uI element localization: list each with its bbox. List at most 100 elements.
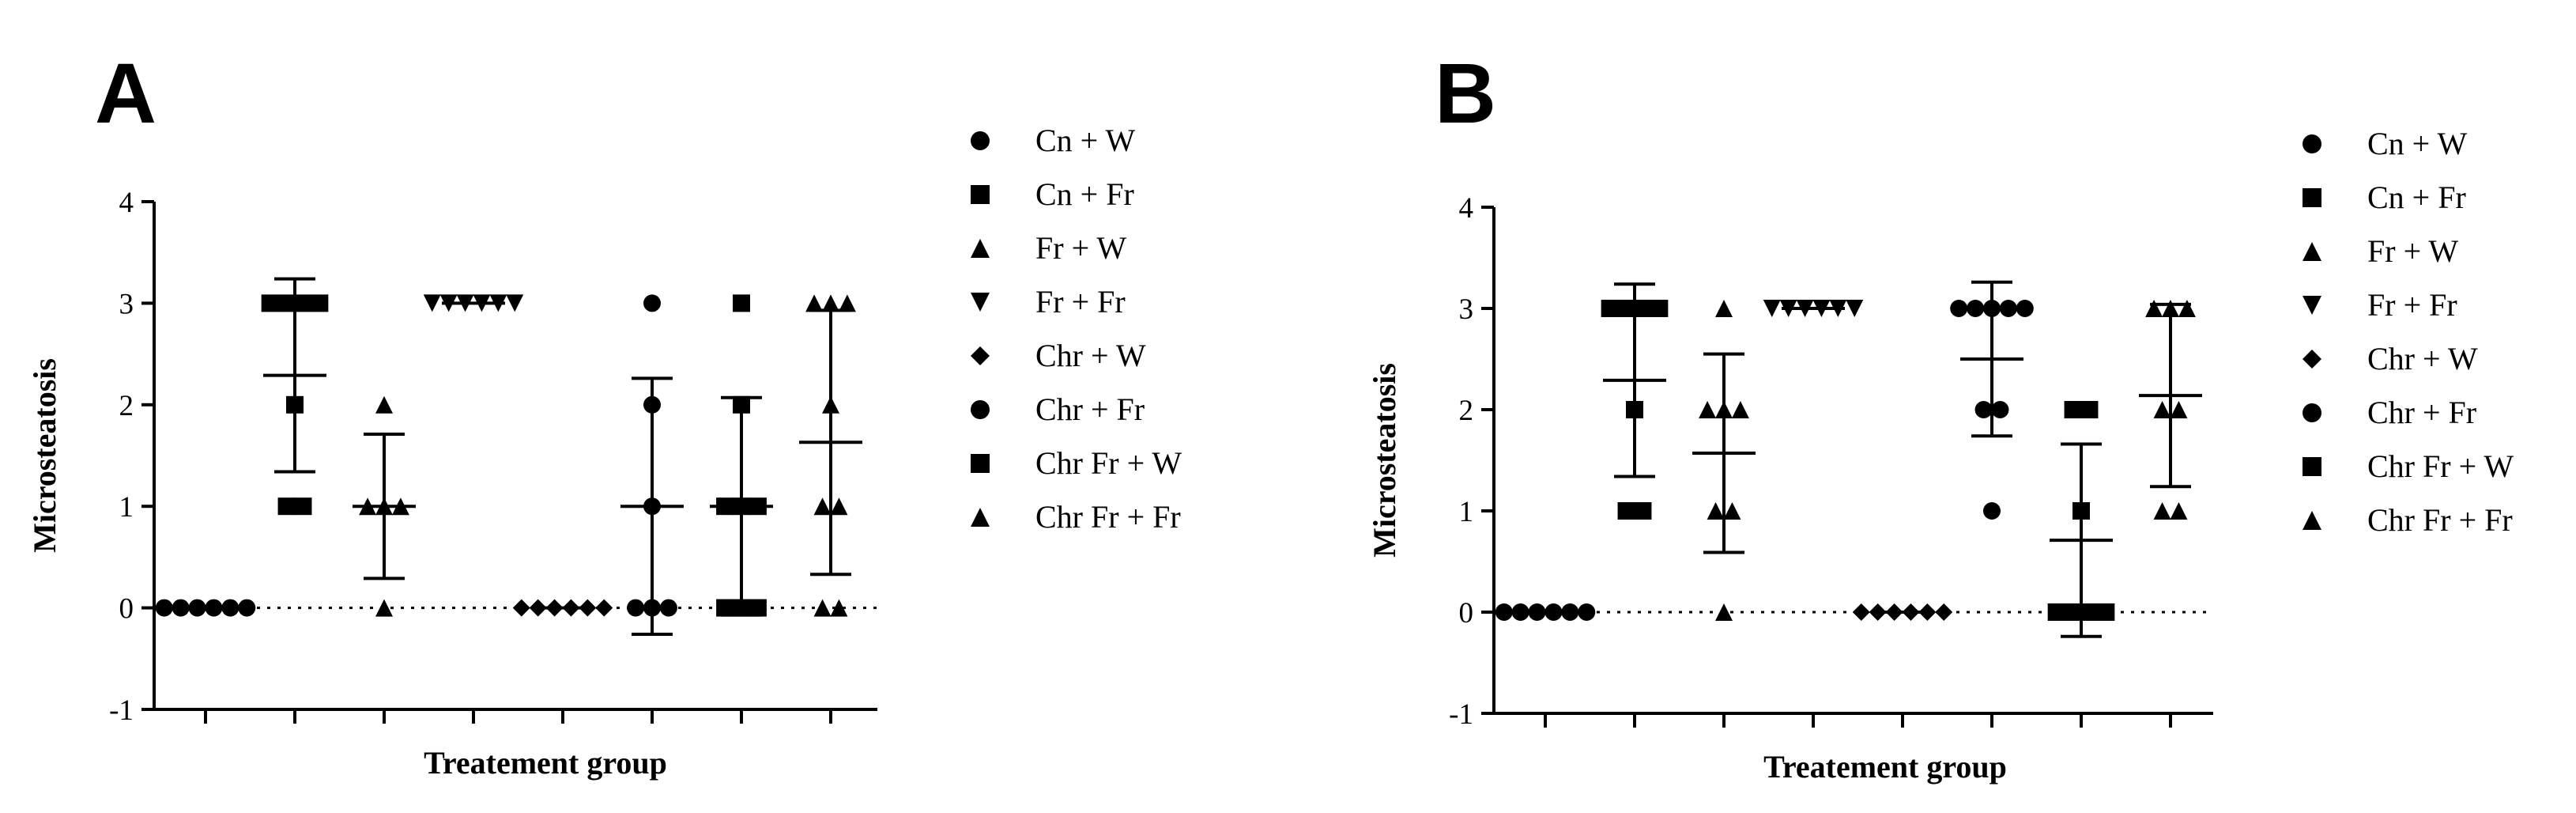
- data-point: [813, 497, 832, 516]
- data-point: [2064, 401, 2082, 418]
- y-tick-label: -1: [1449, 698, 1473, 731]
- data-point: [1650, 300, 1669, 317]
- data-point: [1617, 502, 1635, 520]
- data-point: [1707, 502, 1725, 520]
- y-tick-label: 2: [1459, 395, 1474, 427]
- legend-label: Chr Fr + W: [1035, 445, 1182, 481]
- panel-a: A -1 0 1 2 3 4 Microsteatosis Treatement group Cn…: [27, 45, 1182, 781]
- data-point: [261, 294, 279, 312]
- data-point: [277, 497, 296, 516]
- legend-label: Fr + Fr: [1035, 284, 1126, 320]
- data-point: [294, 294, 312, 312]
- legend-marker: [971, 239, 990, 258]
- legend-label: Chr + W: [1035, 338, 1146, 373]
- x-axis-title: Treatement group: [424, 745, 667, 781]
- data-point: [375, 599, 393, 617]
- y-tick-label: 4: [119, 187, 134, 219]
- data-point: [2170, 502, 2188, 520]
- data-point: [2047, 603, 2065, 621]
- data-point: [716, 599, 734, 617]
- data-point: [1967, 300, 1985, 317]
- data-point: [595, 599, 613, 617]
- data-point: [375, 395, 393, 414]
- y-axis-title: Microsteatosis: [1367, 363, 1402, 558]
- data-point: [1950, 300, 1968, 317]
- legend-marker: [2303, 457, 2321, 476]
- data-point: [1634, 300, 1652, 317]
- legend-marker: [2303, 296, 2321, 315]
- panel-letter: A: [95, 45, 157, 141]
- legend-label: Cn + Fr: [2367, 180, 2466, 215]
- data-point: [238, 599, 256, 617]
- data-point: [2153, 401, 2171, 418]
- y-tick-label: -1: [109, 694, 134, 727]
- data-point: [1935, 603, 1953, 621]
- legend-marker: [971, 131, 990, 150]
- legend-label: Cn + Fr: [1035, 176, 1134, 212]
- data-point: [1617, 300, 1635, 317]
- y-tick-label: 2: [119, 390, 134, 422]
- data-point: [2080, 401, 2099, 418]
- data-point: [1723, 502, 1741, 520]
- legend-marker: [2303, 242, 2321, 261]
- y-tick-label: 1: [119, 491, 134, 524]
- y-tick-label: 3: [1459, 293, 1474, 326]
- legend-label: Fr + W: [1035, 230, 1126, 266]
- y-tick-label: 0: [119, 593, 134, 626]
- legend-marker: [971, 293, 990, 312]
- y-tick-label: 0: [1459, 597, 1474, 630]
- legend-label: Chr Fr + W: [2367, 448, 2514, 484]
- data-point: [512, 599, 530, 617]
- legend-marker: [2303, 403, 2321, 422]
- x-axis-title: Treatement group: [1763, 749, 2007, 785]
- legend-label: Cn + W: [2367, 126, 2468, 161]
- data-point: [2064, 603, 2082, 621]
- legend-marker: [2303, 511, 2321, 530]
- data-point: [1999, 300, 2017, 317]
- legend-label: Fr + Fr: [2367, 287, 2457, 323]
- legend-label: Chr Fr + Fr: [1035, 499, 1181, 535]
- data-point: [822, 294, 839, 312]
- panel-b: B -1 0 1 2 3 4 Microsteatosis Treatement group Cn…: [1367, 45, 2514, 785]
- data-point: [277, 294, 296, 312]
- data-point: [1578, 603, 1596, 621]
- legend-marker: [2303, 350, 2321, 369]
- data-point: [1731, 401, 1749, 418]
- legend-label: Chr + Fr: [1035, 391, 1145, 427]
- data-point: [2153, 502, 2171, 520]
- legend-label: Fr + W: [2367, 233, 2458, 269]
- data-point: [2080, 603, 2099, 621]
- data-point: [294, 497, 312, 516]
- y-axis-title: Microsteatosis: [27, 358, 62, 553]
- data-point: [830, 497, 848, 516]
- data-point: [643, 294, 661, 312]
- data-point: [2178, 300, 2196, 317]
- data-point: [1974, 401, 1993, 418]
- data-point: [155, 599, 173, 617]
- legend-label: Chr + W: [2367, 341, 2478, 376]
- data-point: [659, 599, 677, 617]
- data-point: [1983, 502, 2001, 520]
- data-point: [2016, 300, 2034, 317]
- data-point: [1634, 502, 1652, 520]
- panel-letter: B: [1435, 45, 1496, 141]
- data-point: [1495, 603, 1513, 621]
- data-point: [813, 599, 832, 617]
- legend-marker: [971, 185, 990, 204]
- data-point: [2170, 401, 2188, 418]
- legend-marker: [971, 454, 990, 473]
- data-point: [805, 294, 824, 312]
- data-point: [830, 599, 848, 617]
- data-point: [2097, 603, 2115, 621]
- legend-marker: [971, 346, 990, 365]
- data-point: [838, 294, 856, 312]
- legend-marker: [2303, 188, 2321, 207]
- data-point: [1852, 603, 1870, 621]
- legend-marker: [2303, 134, 2321, 153]
- data-point: [1991, 401, 2009, 418]
- legend-label: Chr + Fr: [2367, 395, 2476, 430]
- data-point: [506, 294, 524, 312]
- data-point: [733, 294, 750, 312]
- data-point: [311, 294, 329, 312]
